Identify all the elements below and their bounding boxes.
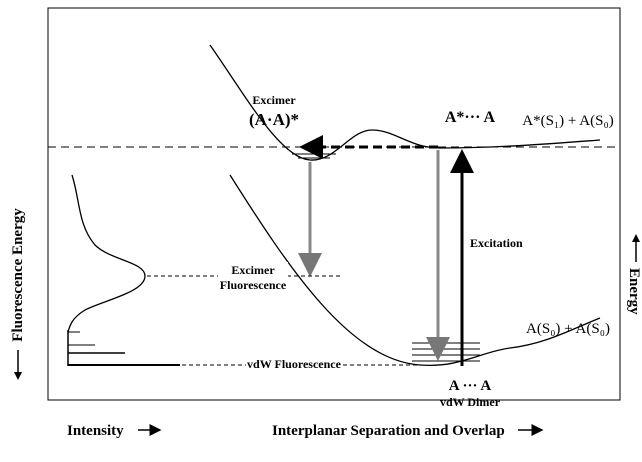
pair-ground: A ··· A	[449, 378, 492, 394]
pair-excited: A*··· A	[445, 109, 496, 126]
excitation-label: Excitation	[470, 236, 523, 250]
vdw-fluorescence-label: vdW Fluorescence	[247, 357, 342, 371]
vdw-dimer: vdW Dimer	[440, 395, 501, 409]
label-mask	[218, 262, 288, 292]
frame	[47, 7, 621, 401]
excimer-spectrum	[67, 174, 146, 333]
excited-curve	[209, 44, 601, 161]
bottom-left-label: Intensity	[67, 423, 124, 439]
excimer-fluorescence-label: Fluorescence	[220, 278, 287, 292]
excimer-fluorescence-label: Excimer	[231, 263, 275, 277]
right-axis-label: Energy	[626, 268, 642, 315]
separated-ground: A(S₀) + A(S₀)	[526, 321, 610, 337]
right-axis-arrowhead	[632, 234, 640, 242]
excimer-label: Excimer	[252, 93, 296, 107]
label-mask	[246, 356, 342, 372]
excimer-state: (A·A)*	[249, 110, 299, 129]
left-axis-arrowhead	[14, 372, 22, 380]
left-axis-label: Fluorescence Energy	[10, 208, 26, 342]
ground-curve	[229, 174, 601, 367]
vdw-spectrum	[67, 330, 180, 366]
separated-excited: A*(S₁) + A(S₀)	[522, 113, 613, 129]
bottom-right-label: Interplanar Separation and Overlap	[272, 423, 505, 439]
